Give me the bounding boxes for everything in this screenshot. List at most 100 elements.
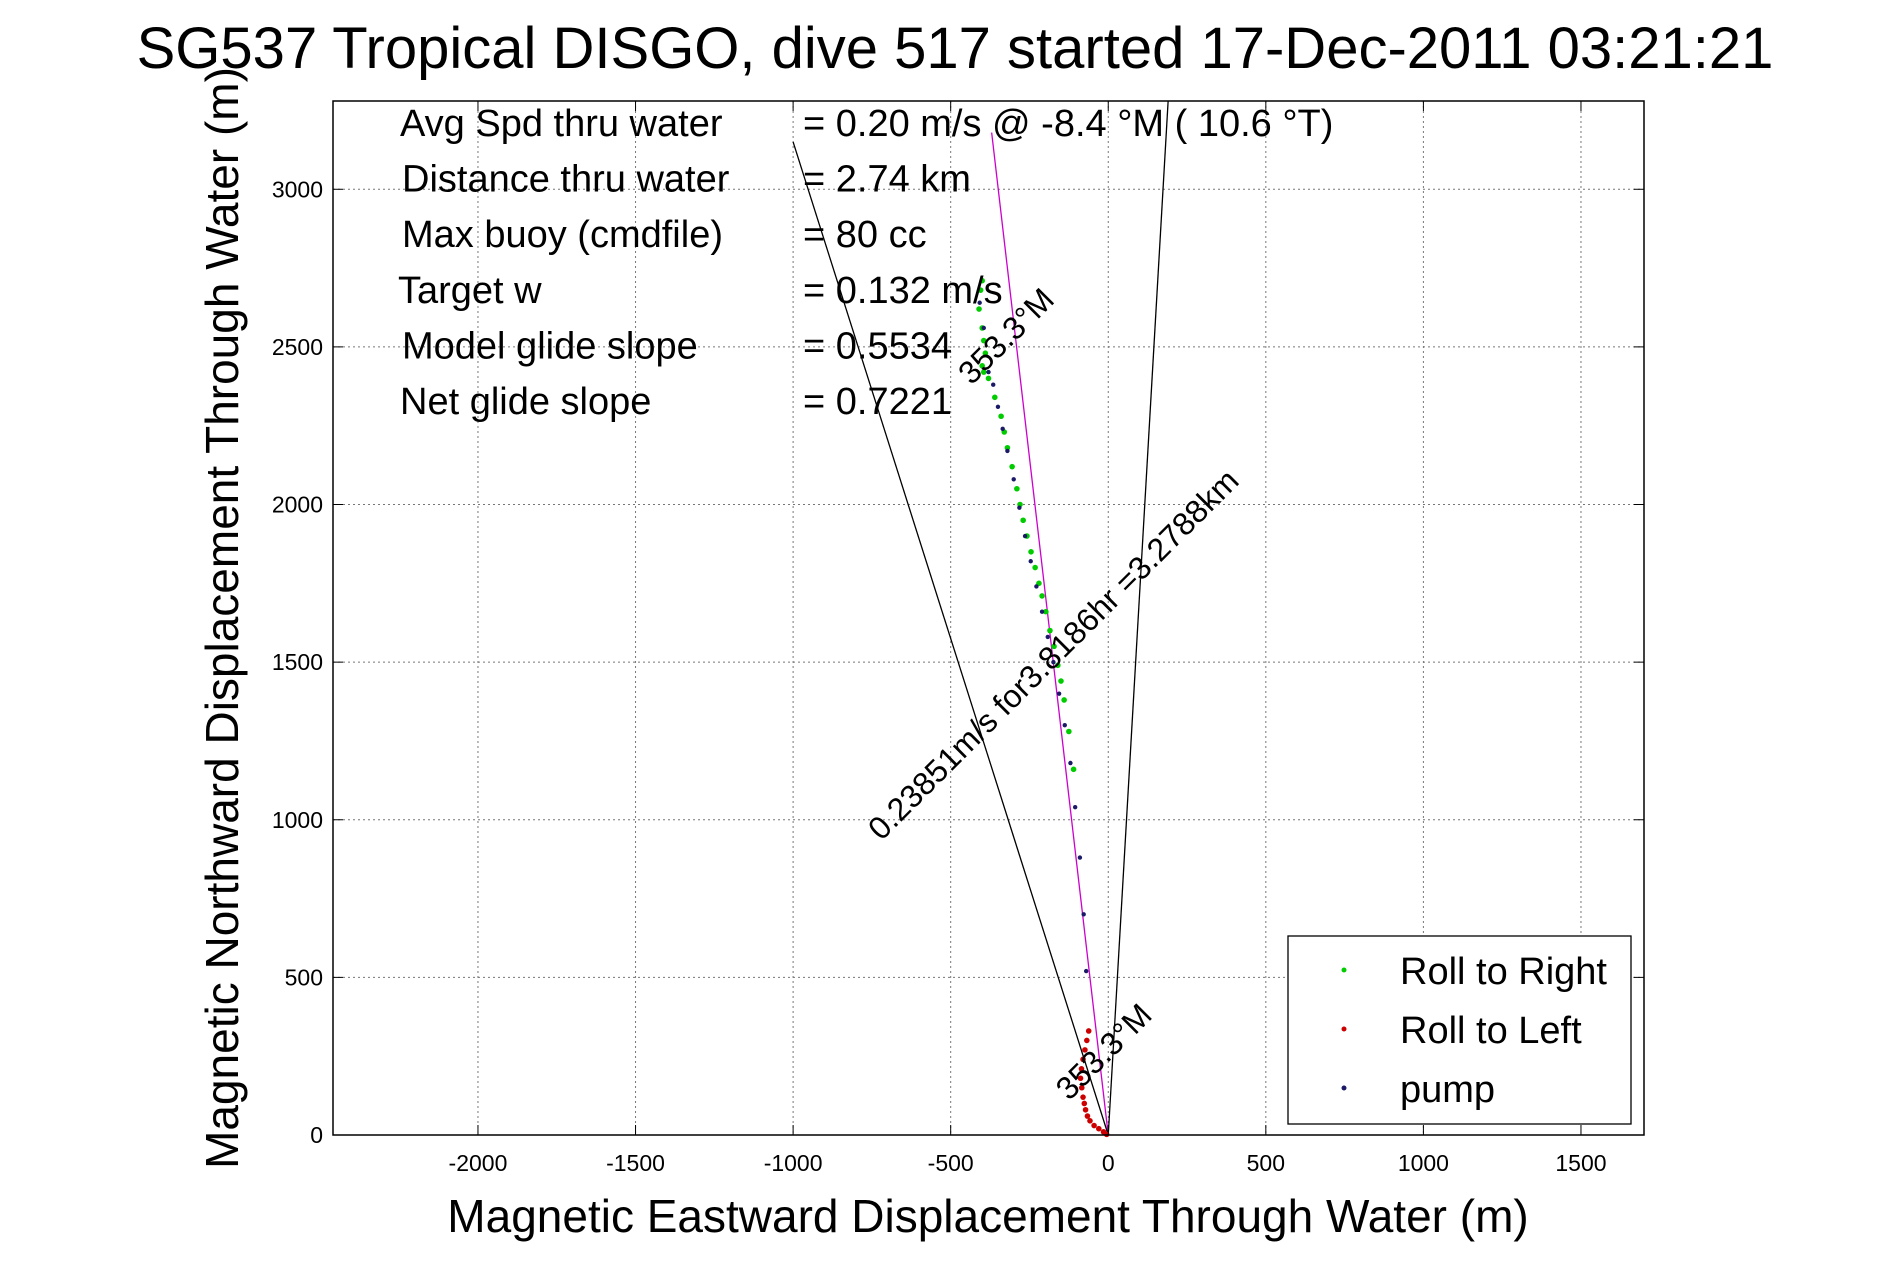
pump-point [995,404,1001,409]
x-tick-label: -1500 [606,1150,665,1176]
roll-to-right-point [1039,593,1045,599]
roll-to-left-point [1078,1084,1085,1091]
roll-to-left-point [1077,1075,1084,1082]
roll-to-right-point [1055,662,1061,669]
roll-to-right-point [1043,608,1049,615]
x-tick-label: 1000 [1398,1150,1449,1176]
x-tick-label: 500 [1247,1150,1285,1176]
roll-to-right-point [1004,444,1011,451]
pump-point [1028,559,1033,564]
roll-to-right-point [1066,728,1072,735]
legend-label: pump [1400,1069,1495,1111]
roll-to-right-point [1009,463,1015,470]
x-tick-label: 1500 [1555,1150,1606,1176]
info-value: = 0.20 m/s @ -8.4 °M ( 10.6 °T) [803,103,1333,145]
pump-point [986,369,991,375]
pump-point [1062,722,1067,728]
roll-to-left-point [1080,1056,1086,1063]
roll-to-right-point [980,337,987,344]
info-value: = 2.74 km [803,159,971,201]
y-tick-label: 2000 [272,492,323,518]
cone-right-line [1107,100,1169,1136]
info-value: = 0.5534 [803,325,952,367]
roll-to-right-point [1047,627,1053,634]
y-tick-label: 1000 [272,807,323,833]
info-value: = 0.7221 [803,381,952,423]
legend-label: Roll to Right [1400,951,1607,993]
legend: Roll to Right Roll to Left pump [1287,935,1632,1125]
pump-point [1081,912,1086,917]
x-tick-label: -500 [928,1150,974,1176]
pump-point [1051,659,1056,665]
roll-to-right-point [1020,517,1026,524]
roll-to-right-point [985,375,992,382]
roll-to-right-point [980,369,987,375]
x-tick-label: 0 [1102,1150,1115,1176]
x-axis-label: Magnetic Eastward Displacement Through W… [447,1190,1528,1242]
roll-to-right-point [1061,697,1067,703]
info-label: Model glide slope [402,325,698,367]
roll-to-left-point [1080,1094,1086,1100]
roll-to-right-point [1070,766,1077,773]
roll-to-right-point [979,277,985,284]
roll-to-right-point [998,413,1004,420]
legend-marker [1341,1085,1347,1091]
roll-to-left-point [1081,1100,1088,1107]
cone-left-line [792,141,1109,1136]
legend-marker [1341,1026,1347,1032]
pump-point [1083,968,1089,974]
heading-line [991,132,1109,1136]
pump-point [1011,477,1016,482]
info-label: Target w [398,270,542,312]
info-value: = 80 cc [803,214,927,256]
info-value: = 0.132 m/s [803,270,1003,312]
roll-to-right-point [1014,485,1020,492]
roll-to-right-point [977,287,984,293]
roll-to-right-point [979,363,985,369]
info-label: Net glide slope [400,381,651,423]
roll-to-right-point [992,394,998,401]
axis-ticks: -2000 -1500 -1000 -500 0 500 1000 1500 0 500 1000 1… [272,101,1644,1176]
roll-to-right-point [1028,548,1034,555]
info-label: Max buoy (cmdfile) [402,214,723,256]
pump-point [1056,691,1062,696]
pump-point [1000,426,1005,432]
pump-point [1005,448,1010,454]
reference-lines [792,100,1169,1136]
y-tick-label: 1500 [272,649,323,675]
x-tick-label: -2000 [449,1150,508,1176]
roll-to-left-point [1078,1065,1085,1072]
pump-point [1045,634,1050,640]
pump-point [1039,609,1045,614]
legend-marker [1341,967,1347,973]
legend-label: Roll to Left [1400,1010,1582,1052]
roll-to-right-point [976,306,982,312]
y-tick-label: 3000 [272,176,323,202]
roll-to-left-point [1085,1028,1092,1034]
roll-to-right-point [1058,678,1064,684]
data-points [976,277,1110,1138]
roll-to-left-point [1087,1118,1093,1124]
roll-to-right-point [1051,643,1057,650]
y-axis-label: Magnetic Northward Displacement Through … [196,67,248,1169]
roll-to-right-point [1032,564,1038,571]
y-tick-label: 500 [285,964,323,990]
plot-frame [332,100,1645,1136]
roll-to-left-point [1082,1047,1088,1053]
roll-to-left-point [1096,1125,1102,1132]
pump-point [1068,760,1073,766]
roll-to-right-point [982,350,989,356]
pump-point [1017,505,1022,510]
info-label: Avg Spd thru water [400,103,723,145]
pump-point [981,325,986,331]
x-tick-label: -1000 [764,1150,823,1176]
roll-to-left-point [1091,1122,1097,1129]
roll-to-left-point [1082,1106,1089,1113]
pump-point [1022,533,1028,539]
pump-point [1072,804,1078,810]
pump-point [1034,584,1039,589]
chart-title: SG537 Tropical DISGO, dive 517 started 1… [137,16,1774,81]
y-tick-label: 0 [310,1122,323,1148]
roll-to-left-point [1084,1037,1090,1044]
